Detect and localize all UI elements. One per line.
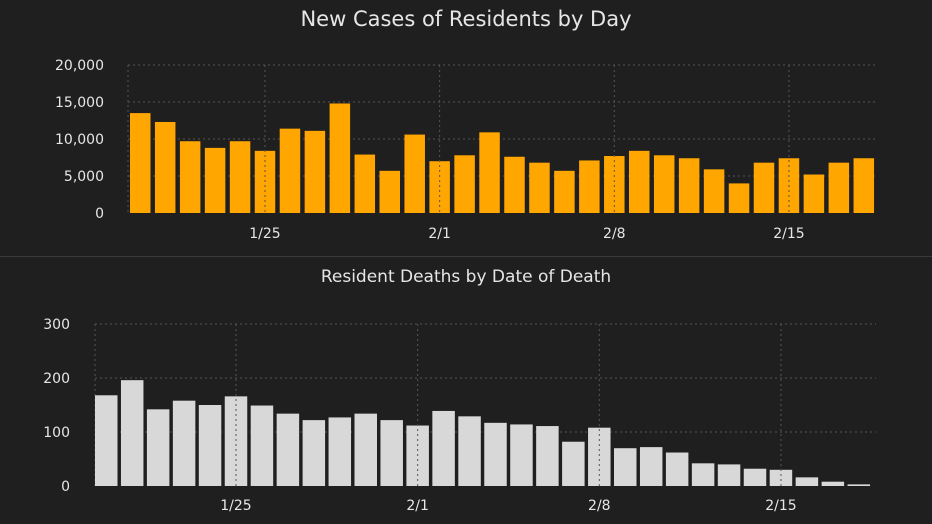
deaths-y-tick-label: 0 — [61, 479, 70, 495]
cases-bar-2-12 — [703, 169, 725, 213]
deaths-bar-1-22 — [146, 409, 170, 486]
cases-y-tick-label: 5,000 — [64, 169, 104, 185]
cases-bar-1-21 — [154, 121, 176, 213]
cases-bar-2-10 — [653, 155, 675, 213]
deaths-bar-2-10 — [639, 447, 663, 486]
cases-bar-2-11 — [678, 158, 700, 213]
deaths-bar-2-3 — [458, 416, 481, 486]
deaths-x-tick-label: 2/8 — [588, 498, 611, 514]
cases-y-tick-label: 20,000 — [55, 58, 104, 74]
deaths-bar-1-28 — [302, 420, 326, 486]
deaths-y-tick-label: 300 — [43, 317, 70, 333]
deaths-bar-2-11 — [665, 452, 689, 486]
deaths-bar-1-30 — [354, 413, 377, 486]
deaths-chart-title: Resident Deaths by Date of Death — [321, 267, 611, 287]
cases-x-tick-label: 2/8 — [603, 226, 626, 242]
deaths-bar-2-14 — [743, 468, 767, 486]
deaths-bar-1-20 — [95, 395, 118, 486]
cases-bar-1-20 — [130, 113, 151, 213]
cases-bar-2-17 — [828, 162, 850, 213]
deaths-bar-1-23 — [172, 400, 196, 486]
deaths-bar-1-29 — [328, 417, 352, 486]
chart-divider — [0, 256, 932, 257]
cases-bar-1-26 — [279, 128, 301, 213]
deaths-bar-2-6 — [536, 426, 559, 486]
cases-y-tick-label: 10,000 — [55, 132, 104, 148]
cases-bar-2-1 — [429, 161, 450, 213]
cases-bar-1-30 — [379, 170, 400, 213]
cases-bar-2-8 — [604, 156, 625, 213]
deaths-x-tick-label: 1/25 — [220, 498, 251, 514]
deaths-bar-2-9 — [614, 448, 637, 486]
deaths-bar-1-27 — [276, 413, 300, 486]
cases-bar-1-28 — [329, 103, 351, 213]
cases-bar-1-22 — [179, 141, 201, 213]
deaths-bar-1-24 — [198, 405, 222, 486]
cases-x-tick-label: 1/25 — [249, 226, 280, 242]
deaths-bar-2-8 — [588, 427, 611, 486]
cases-bar-1-29 — [354, 154, 376, 213]
cases-y-tick-label: 0 — [95, 206, 104, 222]
cases-x-tick-label: 2/15 — [773, 226, 804, 242]
cases-bar-2-3 — [479, 132, 500, 213]
cases-bar-2-2 — [454, 155, 475, 213]
cases-x-tick-label: 2/1 — [428, 226, 451, 242]
deaths-x-tick-label: 2/15 — [765, 498, 796, 514]
deaths-y-tick-label: 100 — [43, 425, 70, 441]
cases-chart-title: New Cases of Residents by Day — [300, 7, 631, 31]
cases-bar-1-31 — [404, 134, 425, 213]
cases-bar-2-18 — [853, 158, 875, 213]
deaths-x-tick-label: 2/1 — [406, 498, 429, 514]
cases-bar-1-27 — [304, 130, 326, 213]
deaths-bar-1-31 — [380, 420, 403, 486]
cases-bar-2-5 — [529, 162, 550, 213]
cases-y-tick-label: 15,000 — [55, 95, 104, 111]
cases-bar-2-6 — [554, 170, 575, 213]
cases-bar-2-16 — [803, 174, 825, 213]
deaths-bar-1-26 — [250, 405, 274, 486]
deaths-bar-2-13 — [717, 464, 741, 486]
cases-bar-1-23 — [204, 147, 226, 213]
cases-bar-2-13 — [728, 183, 750, 213]
deaths-bar-2-15 — [769, 469, 793, 486]
new-cases-chart: New Cases of Residents by Day 0 5,000 10,00… — [55, 7, 878, 242]
deaths-bar-1-25 — [224, 396, 248, 486]
deaths-bar-2-12 — [691, 463, 715, 486]
cases-bar-1-24 — [229, 141, 251, 213]
deaths-bar-2-2 — [432, 410, 455, 486]
deaths-bar-2-5 — [510, 424, 533, 486]
deaths-bar-1-21 — [120, 380, 144, 486]
deaths-bar-2-7 — [562, 441, 585, 486]
deaths-bar-2-17 — [821, 481, 845, 486]
deaths-y-tick-label: 200 — [43, 371, 70, 387]
deaths-bar-2-16 — [795, 477, 819, 486]
cases-bar-2-14 — [753, 162, 775, 213]
cases-bar-2-9 — [629, 150, 650, 213]
deaths-bar-2-4 — [484, 422, 507, 486]
cases-bar-2-4 — [504, 156, 525, 213]
cases-bar-2-7 — [579, 160, 600, 213]
deaths-bar-2-18 — [847, 484, 871, 486]
